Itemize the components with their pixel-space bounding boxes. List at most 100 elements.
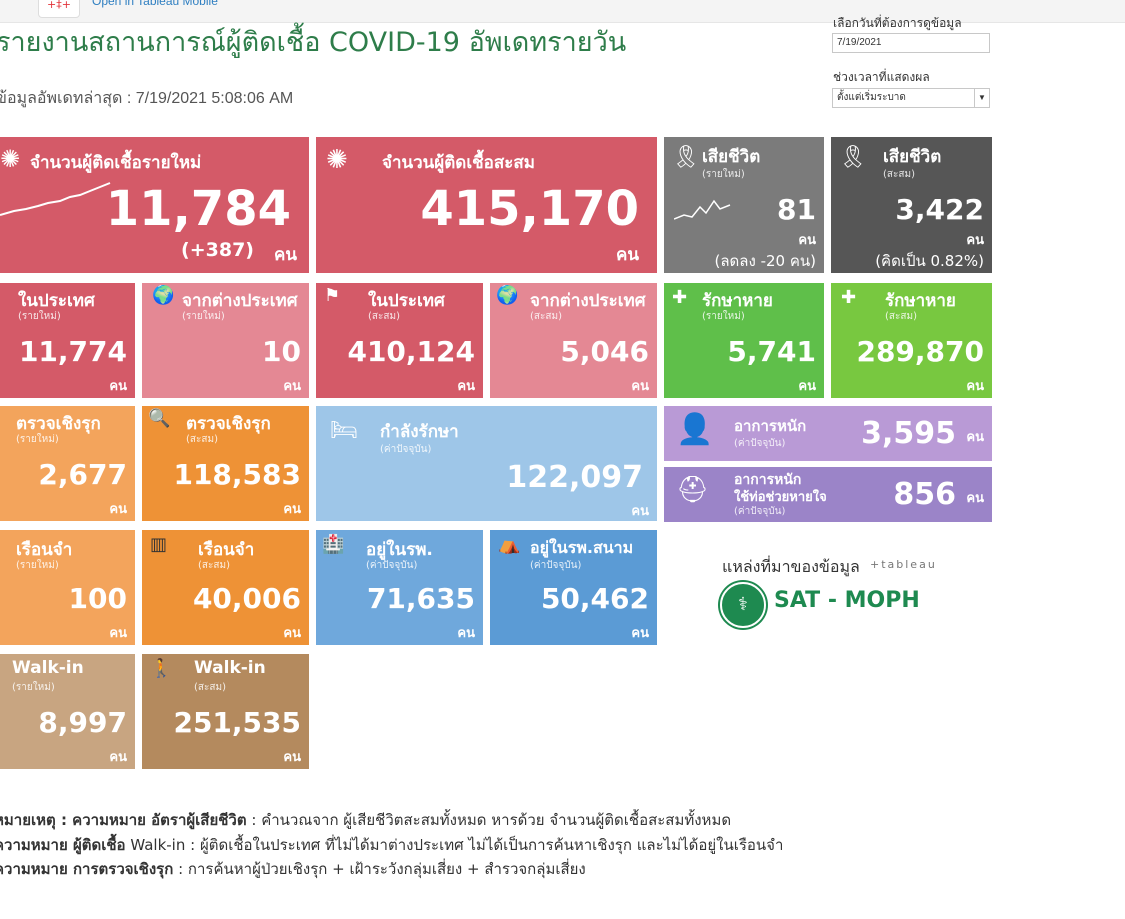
tile-value: 122,097 bbox=[506, 460, 643, 495]
tile-in-treatment[interactable]: 🛏 กำลังรักษา (ค่าปัจจุบัน) 122,097 คน bbox=[316, 406, 657, 521]
tile-recovered-new[interactable]: ✚ รักษาหาย (รายใหม่) 5,741 คน bbox=[664, 283, 824, 398]
tile-label: จำนวนผู้ติดเชื้อรายใหม่ bbox=[30, 153, 202, 173]
page-title: รายงานสถานการณ์ผู้ติดเชื้อ COVID-19 อัพเ… bbox=[0, 27, 627, 58]
tile-domestic-total[interactable]: ⚑ ในประเทศ (สะสม) 410,124 คน bbox=[316, 283, 483, 398]
tile-walkin-new[interactable]: Walk-in (รายใหม่) 8,997 คน bbox=[0, 654, 135, 769]
tile-unit: คน bbox=[283, 750, 301, 765]
footnote-heading: ความหมาย การตรวจเชิงรุก bbox=[0, 860, 174, 878]
footnote-text: : คำนวณจาก ผู้เสียชีวิตสะสมทั้งหมด หารด้… bbox=[246, 811, 732, 829]
footnote-proactive: ความหมาย การตรวจเชิงรุก : การค้นหาผู้ป่ว… bbox=[0, 857, 586, 881]
tile-hospital[interactable]: 🏥 อยู่ในรพ. (ค่าปัจจุบัน) 71,635 คน bbox=[316, 530, 483, 645]
tile-label: เรือนจำ bbox=[16, 540, 73, 560]
tile-sublabel: (สะสม) bbox=[885, 311, 917, 322]
tile-sublabel: (สะสม) bbox=[198, 560, 230, 571]
tile-domestic-new[interactable]: ในประเทศ (รายใหม่) 11,774 คน bbox=[0, 283, 135, 398]
tile-value: 40,006 bbox=[192, 582, 301, 615]
tile-sublabel: (สะสม) bbox=[194, 682, 226, 693]
chevron-down-icon[interactable]: ▼ bbox=[974, 89, 989, 107]
tile-unit: คน bbox=[109, 379, 127, 394]
tile-proactive-new[interactable]: ตรวจเชิงรุก (รายใหม่) 2,677 คน bbox=[0, 406, 135, 521]
tile-deaths-total[interactable]: 🎗 เสียชีวิต (สะสม) 3,422 คน (คิดเป็น 0.8… bbox=[831, 137, 992, 273]
tile-label: เสียชีวิต bbox=[883, 147, 942, 167]
tile-sublabel: (ค่าปัจจุบัน) bbox=[734, 506, 786, 517]
tile-label: ตรวจเชิงรุก bbox=[16, 414, 101, 434]
tile-unit: คน bbox=[283, 626, 301, 641]
globe-plane-icon: 🌍 bbox=[152, 285, 175, 306]
tile-sublabel: (รายใหม่) bbox=[12, 682, 55, 693]
tile-unit: คน bbox=[457, 379, 475, 394]
tile-abroad-new[interactable]: 🌍 จากต่างประเทศ (รายใหม่) 10 คน bbox=[142, 283, 309, 398]
tile-value: 415,170 bbox=[420, 181, 639, 237]
tile-abroad-total[interactable]: 🌍 จากต่างประเทศ (สะสม) 5,046 คน bbox=[490, 283, 657, 398]
tile-unit: คน bbox=[631, 379, 649, 394]
tile-sublabel: (ค่าปัจจุบัน) bbox=[530, 560, 582, 571]
hospital-building-icon: 🏥 bbox=[322, 534, 345, 555]
open-in-tableau-mobile-link[interactable]: Open in Tableau Mobile bbox=[92, 0, 218, 8]
walking-person-chart-icon: 🚶 bbox=[150, 658, 173, 679]
data-source-label: แหล่งที่มาของข้อมูล bbox=[722, 557, 860, 576]
tile-prison-new[interactable]: เรือนจำ (รายใหม่) 100 คน bbox=[0, 530, 135, 645]
tile-value: 5,741 bbox=[727, 335, 816, 368]
tile-percent: (คิดเป็น 0.82%) bbox=[875, 252, 984, 270]
tile-sublabel: (สะสม) bbox=[883, 169, 915, 180]
tile-label: อาการหนัก bbox=[734, 472, 802, 488]
tile-sublabel: (รายใหม่) bbox=[702, 311, 745, 322]
tile-proactive-total[interactable]: 🔍 ตรวจเชิงรุก (สะสม) 118,583 คน bbox=[142, 406, 309, 521]
tile-sublabel: (รายใหม่) bbox=[18, 311, 61, 322]
tile-unit: คน bbox=[109, 502, 127, 517]
tile-label: รักษาหาย bbox=[702, 291, 773, 311]
range-dropdown-value: ตั้งแต่เริ่มระบาด bbox=[837, 92, 906, 103]
tile-new-cases[interactable]: ✺ จำนวนผู้ติดเชื้อรายใหม่ 11,784 (+387) … bbox=[0, 137, 309, 273]
tile-value: 50,462 bbox=[540, 582, 649, 615]
tile-sublabel: (รายใหม่) bbox=[16, 560, 59, 571]
tile-label: ในประเทศ bbox=[18, 291, 95, 311]
date-input[interactable]: 7/19/2021 bbox=[832, 33, 990, 53]
tile-deaths-new[interactable]: 🎗 เสียชีวิต (รายใหม่) 81 คน (ลดลง -20 คน… bbox=[664, 137, 824, 273]
patient-iv-icon: 👤 bbox=[676, 412, 714, 447]
tile-sublabel: (สะสม) bbox=[530, 311, 562, 322]
footnote-heading: ความหมาย ผู้ติดเชื้อ bbox=[0, 836, 126, 854]
tableau-toolbar: +‡+ Open in Tableau Mobile bbox=[0, 0, 1125, 23]
tile-prison-total[interactable]: ▥ เรือนจำ (สะสม) 40,006 คน bbox=[142, 530, 309, 645]
globe-chart-icon: 🌍 bbox=[496, 285, 519, 306]
trend-sparkline-icon bbox=[0, 182, 111, 216]
tile-ventilator[interactable]: ⛑ อาการหนัก ใช้ท่อช่วยหายใจ (ค่าปัจจุบัน… bbox=[664, 467, 992, 522]
tile-label: กำลังรักษา bbox=[380, 422, 459, 442]
tile-unit: คน bbox=[966, 491, 984, 506]
tile-walkin-total[interactable]: 🚶 Walk-in (สะสม) 251,535 คน bbox=[142, 654, 309, 769]
tile-value: 410,124 bbox=[347, 335, 475, 368]
tile-total-cases[interactable]: ✺ จำนวนผู้ติดเชื้อสะสม 415,170 คน bbox=[316, 137, 657, 273]
footnote-death-rate: หมายเหตุ : ความหมาย อัตราผู้เสียชีวิต : … bbox=[0, 808, 731, 832]
tile-unit: คน bbox=[283, 502, 301, 517]
hospital-bed-icon: 🛏 bbox=[330, 418, 358, 443]
tile-label: จำนวนผู้ติดเชื้อสะสม bbox=[382, 153, 535, 173]
moph-seal-icon: ⚕ bbox=[720, 582, 766, 628]
tile-unit: คน bbox=[283, 379, 301, 394]
ventilator-icon: ⛑ bbox=[676, 475, 710, 505]
tile-sublabel: (ค่าปัจจุบัน) bbox=[734, 438, 786, 449]
tile-sublabel: (ค่าปัจจุบัน) bbox=[380, 444, 432, 455]
range-dropdown[interactable]: ตั้งแต่เริ่มระบาด ▼ bbox=[832, 88, 990, 108]
tile-recovered-total[interactable]: ✚ รักษาหาย (สะสม) 289,870 คน bbox=[831, 283, 992, 398]
tile-sublabel: (สะสม) bbox=[368, 311, 400, 322]
footnote-heading: หมายเหตุ : ความหมาย อัตราผู้เสียชีวิต bbox=[0, 811, 247, 829]
tile-label: อาการหนัก bbox=[734, 417, 807, 435]
tile-value: 289,870 bbox=[856, 335, 984, 368]
tile-value: 5,046 bbox=[560, 335, 649, 368]
tile-label: อยู่ในรพ. bbox=[366, 540, 433, 560]
medical-cross-icon: ✚ bbox=[672, 287, 688, 308]
tile-unit: คน bbox=[966, 233, 984, 248]
tile-value: 3,595 bbox=[861, 416, 956, 451]
tile-field-hospital[interactable]: ⛺ อยู่ในรพ.สนาม (ค่าปัจจุบัน) 50,462 คน bbox=[490, 530, 657, 645]
tile-value: 856 bbox=[893, 477, 956, 512]
prison-bars-chart-icon: ▥ bbox=[150, 534, 168, 555]
range-select-label: ช่วงเวลาที่แสดงผล bbox=[833, 70, 930, 84]
tile-sublabel: (สะสม) bbox=[186, 434, 218, 445]
tile-value: 2,677 bbox=[38, 458, 127, 491]
tile-severe[interactable]: 👤 อาการหนัก (ค่าปัจจุบัน) 3,595 คน bbox=[664, 406, 992, 461]
tile-value: 11,774 bbox=[18, 335, 127, 368]
tile-label: Walk-in bbox=[12, 658, 84, 678]
trend-sparkline-icon bbox=[674, 199, 731, 220]
tile-label: ตรวจเชิงรุก bbox=[186, 414, 271, 434]
tableau-logo-icon: +‡+ bbox=[38, 0, 80, 18]
